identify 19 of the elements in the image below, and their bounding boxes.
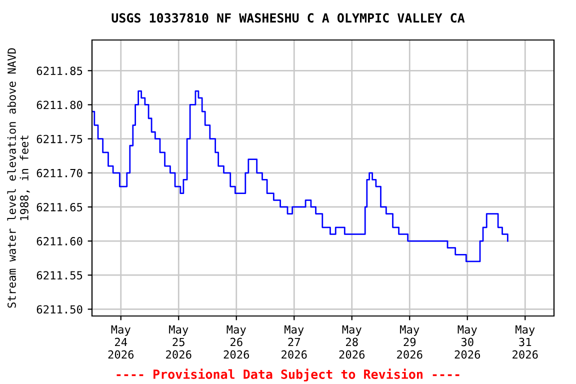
y-tick-label: 6211.50 bbox=[36, 305, 82, 314]
x-tick-label: May 26 2026 bbox=[224, 325, 250, 359]
x-tick-label: May 31 2026 bbox=[512, 325, 538, 359]
x-tick-label: May 30 2026 bbox=[454, 325, 480, 359]
y-tick-label: 6211.80 bbox=[36, 100, 82, 110]
x-tick-label: May 24 2026 bbox=[108, 325, 134, 359]
y-tick-label: 6211.55 bbox=[36, 271, 82, 280]
y-tick-label: 6211.75 bbox=[36, 134, 82, 144]
x-tick-label: May 27 2026 bbox=[282, 325, 307, 359]
y-axis-title: Stream water level elevation above NAVD 1988, in feet bbox=[7, 48, 30, 308]
y-tick-label: 6211.65 bbox=[36, 202, 82, 212]
y-tick-label: 6211.60 bbox=[36, 237, 82, 246]
y-tick-label: 6211.70 bbox=[36, 168, 82, 178]
y-tick-label: 6211.85 bbox=[36, 66, 82, 76]
chart-title: USGS 10337810 NF WASHESHU C A OLYMPIC VALLEY CA bbox=[112, 13, 465, 23]
x-tick-label: May 29 2026 bbox=[397, 325, 422, 359]
x-tick-label: May 28 2026 bbox=[339, 325, 365, 359]
text: ---- Provisional Data Subject to Revision ---- bbox=[116, 368, 460, 382]
x-tick-label: May 25 2026 bbox=[166, 325, 192, 359]
